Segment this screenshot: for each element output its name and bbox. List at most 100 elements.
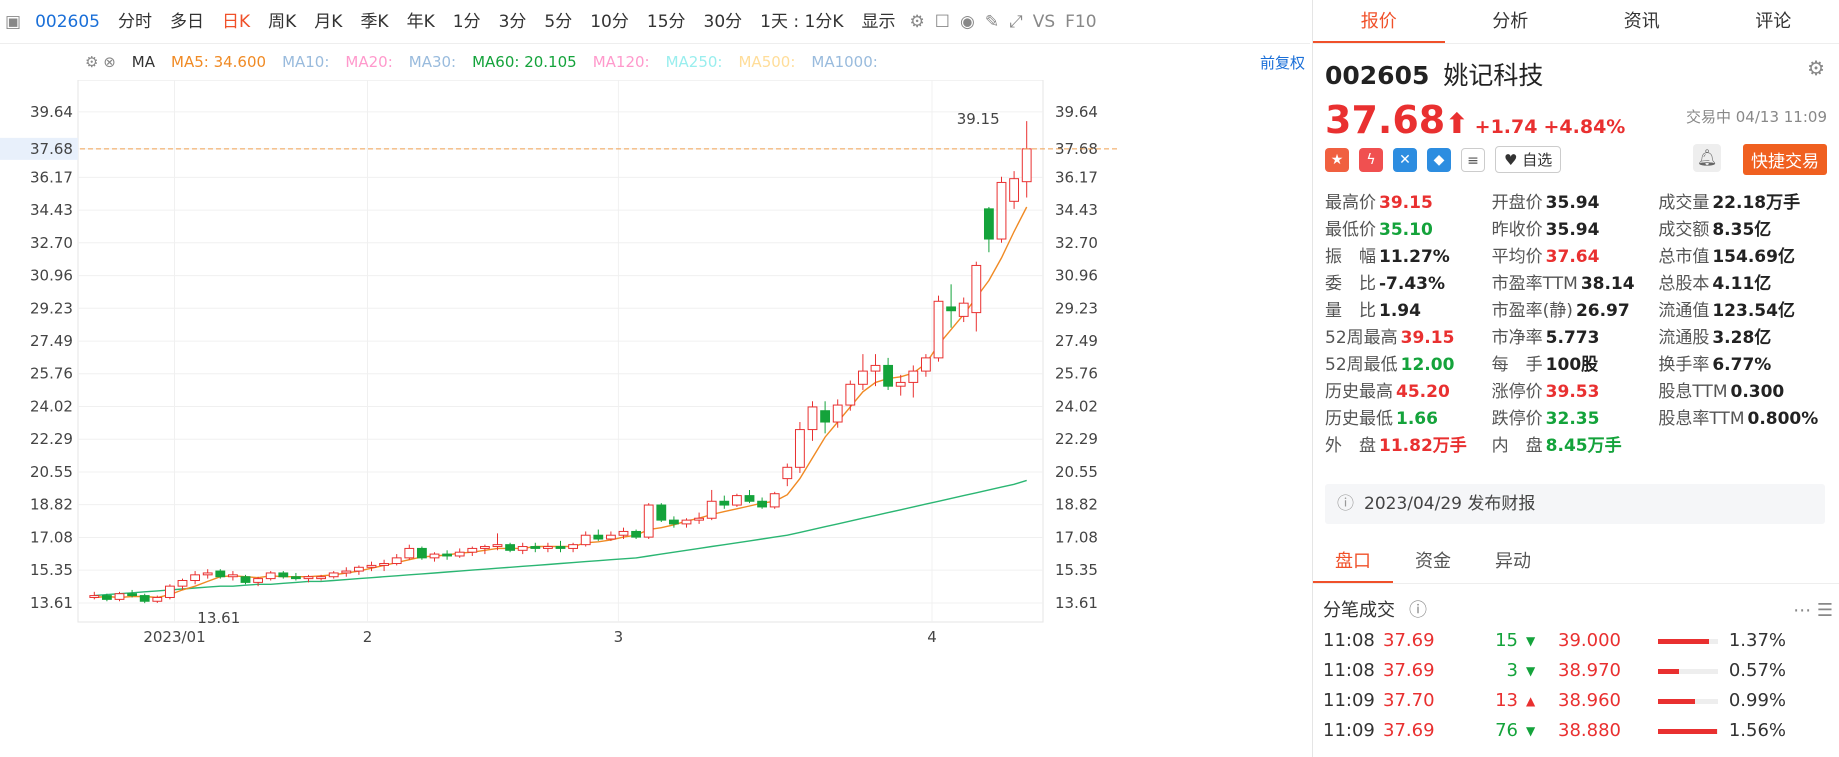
period-tab-3[interactable]: 周K: [268, 11, 297, 32]
period-tab-10[interactable]: 10分: [590, 11, 629, 32]
info-icon[interactable]: ⓘ: [1409, 600, 1427, 621]
candle-body[interactable]: [505, 544, 516, 551]
f10-button[interactable]: F10: [1065, 11, 1097, 32]
quote-tab-3[interactable]: 评论: [1755, 11, 1792, 32]
candle-body[interactable]: [215, 570, 226, 578]
ma-settings-icon[interactable]: ⚙ ⊗: [85, 53, 116, 71]
candle-body[interactable]: [253, 578, 264, 583]
candle-body[interactable]: [694, 517, 705, 521]
range-select[interactable]: 1天 : 1分K: [760, 11, 844, 32]
period-tab-1[interactable]: 多日: [169, 11, 204, 32]
candle-body[interactable]: [265, 572, 276, 580]
candle-body[interactable]: [492, 544, 503, 548]
candle-body[interactable]: [404, 547, 415, 559]
settings-icon[interactable]: ⚙: [909, 11, 925, 32]
candle-body[interactable]: [656, 504, 667, 521]
candle-body[interactable]: [164, 585, 175, 598]
candle-body[interactable]: [681, 519, 692, 525]
candle-body[interactable]: [89, 595, 100, 598]
flash-icon[interactable]: ϟ: [1359, 147, 1383, 172]
candle-body[interactable]: [857, 370, 868, 385]
candle-body[interactable]: [807, 406, 818, 431]
candle-body[interactable]: [845, 383, 856, 406]
candle-body[interactable]: [555, 546, 566, 549]
candle-body[interactable]: [278, 572, 289, 578]
quote-tab-1[interactable]: 分析: [1492, 11, 1529, 32]
quick-trade-button[interactable]: 快捷交易: [1743, 144, 1827, 175]
more-icon[interactable]: ⋯ ☰: [1793, 600, 1833, 621]
candle-body[interactable]: [202, 572, 213, 576]
candle-body[interactable]: [429, 553, 440, 559]
period-tab-8[interactable]: 3分: [498, 11, 527, 32]
candle-body[interactable]: [568, 544, 579, 549]
candle-body[interactable]: [618, 530, 629, 536]
period-tab-5[interactable]: 季K: [360, 11, 389, 32]
adjust-button[interactable]: 前复权: [1259, 53, 1305, 72]
candle-body[interactable]: [731, 495, 742, 506]
candle-body[interactable]: [631, 530, 642, 538]
period-tab-4[interactable]: 月K: [314, 11, 343, 32]
candle-body[interactable]: [668, 519, 679, 525]
candle-body[interactable]: [580, 534, 591, 546]
vs-button[interactable]: VS: [1032, 11, 1056, 32]
candle-body[interactable]: [316, 576, 327, 580]
period-tab-6[interactable]: 年K: [406, 11, 435, 32]
candle-body[interactable]: [744, 495, 755, 502]
candle-body[interactable]: [605, 534, 616, 540]
candle-body[interactable]: [114, 593, 125, 600]
candle-body[interactable]: [517, 546, 528, 551]
quote-tab-2[interactable]: 资讯: [1623, 11, 1660, 32]
ma-name[interactable]: MA: [131, 53, 155, 71]
candle-body[interactable]: [177, 579, 188, 587]
candle-body[interactable]: [983, 208, 994, 240]
candle-body[interactable]: [643, 504, 654, 538]
quote-tab-0[interactable]: 报价: [1313, 0, 1445, 43]
candle-body[interactable]: [328, 572, 339, 578]
candle-body[interactable]: [341, 570, 352, 574]
layout-icon[interactable]: ☐: [934, 11, 950, 32]
candle-body[interactable]: [139, 595, 150, 602]
candle-body[interactable]: [769, 493, 780, 508]
candle-body[interactable]: [127, 593, 138, 597]
bottom-tab-1[interactable]: 资金: [1415, 551, 1451, 572]
candle-body[interactable]: [794, 429, 805, 468]
candle-body[interactable]: [870, 364, 881, 372]
candle-body[interactable]: [895, 381, 906, 387]
candle-body[interactable]: [820, 410, 831, 423]
candle-body[interactable]: [996, 181, 1007, 240]
candle-body[interactable]: [467, 547, 478, 553]
tag-icon[interactable]: ◆: [1427, 147, 1451, 172]
period-tab-11[interactable]: 15分: [646, 11, 686, 32]
candle-body[interactable]: [227, 574, 238, 578]
period-tab-7[interactable]: 1分: [452, 11, 481, 32]
candle-body[interactable]: [757, 500, 768, 508]
candle-body[interactable]: [706, 500, 717, 519]
bell-icon[interactable]: 🔔︎: [1693, 144, 1721, 172]
candle-body[interactable]: [391, 557, 402, 565]
candle-body[interactable]: [366, 564, 377, 568]
swap-icon[interactable]: ✕: [1393, 147, 1417, 172]
candle-body[interactable]: [290, 576, 301, 580]
candle-body[interactable]: [883, 364, 894, 387]
candle-body[interactable]: [933, 300, 944, 359]
favorite-button[interactable]: ♥ 自选: [1495, 146, 1562, 173]
panel-settings-icon[interactable]: ⚙: [1807, 56, 1825, 80]
candle-body[interactable]: [920, 357, 931, 372]
candle-body[interactable]: [379, 563, 390, 566]
candle-body[interactable]: [958, 302, 969, 317]
flag-icon[interactable]: ★: [1325, 147, 1349, 172]
candle-body[interactable]: [719, 500, 730, 506]
candle-body[interactable]: [101, 595, 112, 600]
bottom-tab-2[interactable]: 异动: [1495, 551, 1531, 572]
stock-code-label[interactable]: 002605: [35, 11, 100, 32]
candle-body[interactable]: [442, 553, 453, 557]
sidebar-toggle-icon[interactable]: ▣: [5, 11, 22, 32]
candle-body[interactable]: [782, 466, 793, 480]
notice-bar[interactable]: ⓘ 2023/04/29 发布财报: [1325, 484, 1825, 524]
draw-icon[interactable]: ✎: [984, 11, 1000, 32]
bottom-tab-0[interactable]: 盘口: [1313, 540, 1393, 583]
display-menu[interactable]: 显示: [861, 11, 896, 32]
candle-body[interactable]: [303, 576, 314, 580]
candle-body[interactable]: [152, 596, 163, 602]
period-tab-0[interactable]: 分时: [117, 11, 152, 32]
